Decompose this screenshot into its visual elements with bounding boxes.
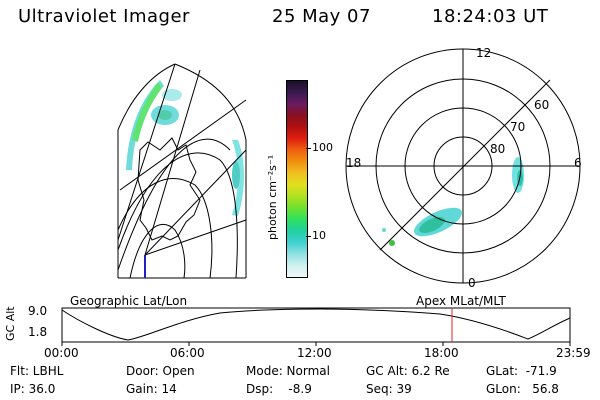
timeline-right-title: Apex MLat/MLT (416, 294, 506, 308)
instrument-title: Ultraviolet Imager (18, 6, 190, 27)
status-gain: Gain: 14 (126, 382, 177, 396)
status-gc-alt: GC Alt: 6.2 Re (366, 364, 450, 378)
lt-label-6: 6 (574, 156, 582, 170)
status-mode: Mode: Normal (246, 364, 330, 378)
satellite-orbit-line (379, 79, 551, 251)
status-glon: GLon: 56.8 (486, 382, 559, 396)
timeline-left-title: Geographic Lat/Lon (70, 294, 188, 308)
x-tick-0600: 06:00 (170, 346, 205, 360)
x-tick-1800: 18:00 (424, 346, 459, 360)
time-label: 18:24:03 UT (432, 6, 549, 27)
x-tick-2359: 23:59 (556, 346, 591, 360)
colorbar (286, 80, 308, 278)
lat-label-70: 70 (510, 120, 526, 134)
colorbar-tick-100: 100 (312, 141, 333, 154)
x-tick-1200: 12:00 (297, 346, 332, 360)
x-ticks (61, 342, 571, 346)
coastline (137, 137, 201, 241)
altitude-curve (61, 308, 571, 341)
x-tick-0000: 00:00 (44, 346, 79, 360)
colorbar-tick-10: 10 (312, 229, 326, 242)
date-label: 25 May 07 (272, 6, 371, 27)
status-glat: GLat: -71.9 (486, 364, 557, 378)
lat-label-60: 60 (534, 98, 550, 112)
status-flt: Flt: LBHL (10, 364, 64, 378)
status-ip: IP: 36.0 (10, 382, 56, 396)
status-door: Door: Open (126, 364, 195, 378)
status-dsp: Dsp: -8.9 (246, 382, 312, 396)
lat-lon-grid (117, 63, 247, 279)
aurora-emission-geo (126, 80, 244, 216)
status-seq: Seq: 39 (366, 382, 412, 396)
y-tick-9: 9.0 (28, 304, 48, 318)
lat-label-80: 80 (490, 142, 506, 156)
y-tick-1-8: 1.8 (28, 325, 48, 339)
lt-label-0: 0 (468, 276, 476, 290)
lt-label-18: 18 (346, 156, 362, 170)
lt-label-12: 12 (476, 46, 492, 60)
